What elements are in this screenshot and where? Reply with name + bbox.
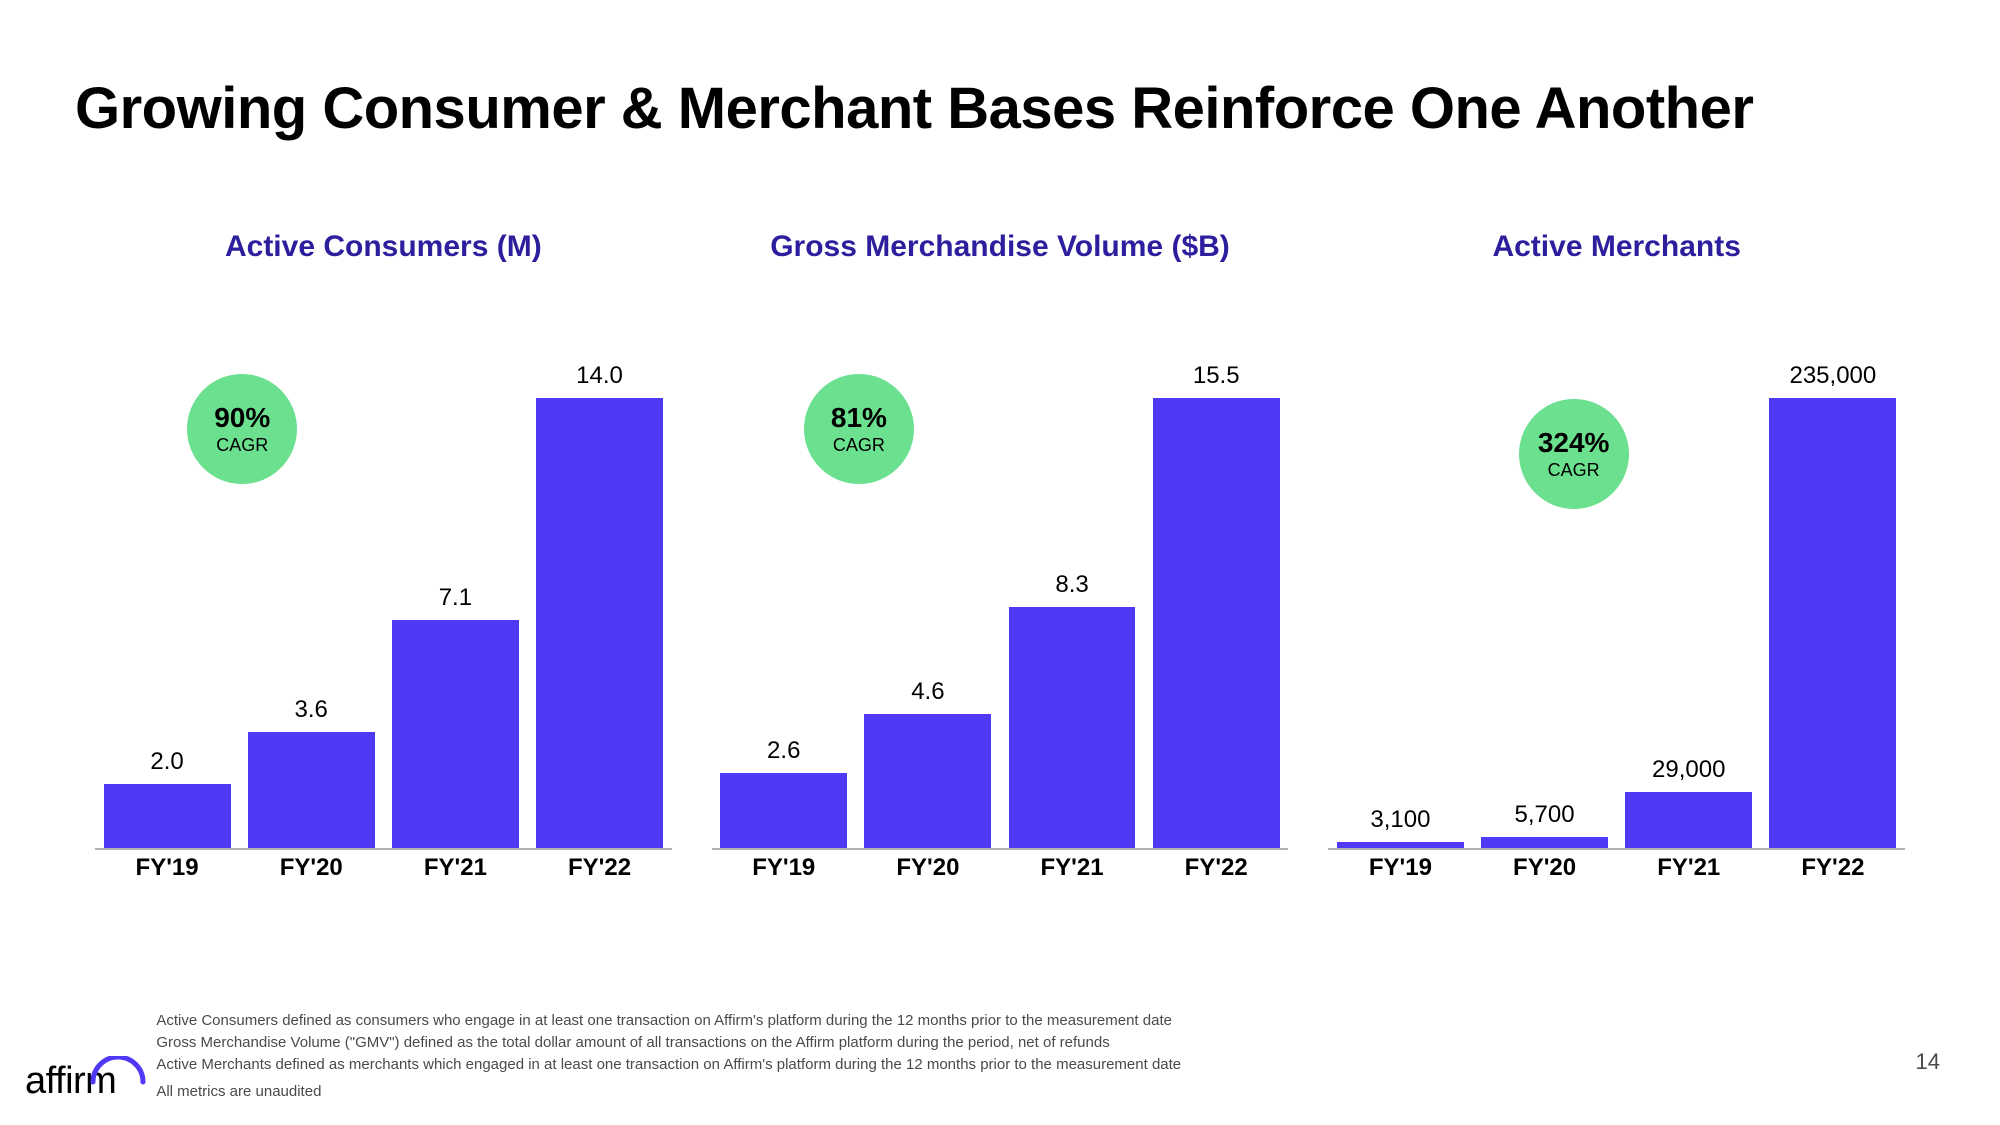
x-axis-label: FY'20 [1481, 854, 1608, 890]
x-axis-labels: FY'19 FY'20 FY'21 FY'22 [95, 854, 672, 890]
bar: 7.1 [392, 620, 519, 848]
bar-rect [1481, 837, 1608, 848]
charts-row: Active Consumers (M) 90% CAGR 2.03.67.11… [95, 230, 1905, 890]
footnote-line: Active Consumers defined as consumers wh… [156, 1010, 1181, 1032]
slide-title: Growing Consumer & Merchant Bases Reinfo… [75, 75, 1753, 142]
x-axis-label: FY'20 [248, 854, 375, 890]
chart-active-consumers: Active Consumers (M) 90% CAGR 2.03.67.11… [95, 230, 672, 890]
bar: 4.6 [864, 714, 991, 848]
bar-rect [864, 714, 991, 848]
bar-value-label: 8.3 [992, 571, 1152, 599]
page-number: 14 [1916, 1049, 1940, 1075]
bar: 2.0 [104, 784, 231, 848]
logo-arc-icon [89, 1056, 147, 1086]
bar-rect [720, 773, 847, 848]
bar: 15.5 [1153, 398, 1280, 848]
slide: Growing Consumer & Merchant Bases Reinfo… [0, 0, 2000, 1125]
bar-rect [104, 784, 231, 848]
chart-plot: 90% CAGR 2.03.67.114.0 FY'19FY'20FY'21FY… [95, 304, 672, 890]
x-axis-label: FY'22 [1153, 854, 1280, 890]
baseline [712, 848, 1289, 850]
bar-rect [1625, 792, 1752, 848]
x-axis-label: FY'20 [864, 854, 991, 890]
x-axis-label: FY'19 [720, 854, 847, 890]
bar-value-label: 3,100 [1320, 806, 1480, 834]
footnote-line: Active Merchants defined as merchants wh… [156, 1054, 1181, 1076]
x-axis-label: FY'21 [1625, 854, 1752, 890]
bar-value-label: 2.6 [704, 737, 864, 765]
bar: 3.6 [248, 732, 375, 848]
bar: 14.0 [536, 398, 663, 848]
bar-value-label: 3.6 [231, 696, 391, 724]
bar-rect [248, 732, 375, 848]
bar: 2.6 [720, 773, 847, 848]
bar-value-label: 235,000 [1753, 362, 1913, 390]
bar: 29,000 [1625, 792, 1752, 848]
chart-title: Active Consumers (M) [95, 230, 672, 264]
chart-plot: 324% CAGR 3,1005,70029,000235,000 FY'19F… [1328, 304, 1905, 890]
baseline [1328, 848, 1905, 850]
bar: 235,000 [1769, 398, 1896, 848]
x-axis-label: FY'21 [1009, 854, 1136, 890]
bar-value-label: 2.0 [87, 748, 247, 776]
x-axis-label: FY'19 [1337, 854, 1464, 890]
footnote-line: Gross Merchandise Volume ("GMV") defined… [156, 1032, 1181, 1054]
footnotes: Active Consumers defined as consumers wh… [156, 1010, 1181, 1103]
bar-value-label: 5,700 [1465, 801, 1625, 829]
chart-plot: 81% CAGR 2.64.68.315.5 FY'19FY'20FY'21FY… [712, 304, 1289, 890]
chart-gmv: Gross Merchandise Volume ($B) 81% CAGR 2… [712, 230, 1289, 890]
bar-value-label: 14.0 [520, 362, 680, 390]
x-axis-label: FY'19 [104, 854, 231, 890]
bars-container: 2.64.68.315.5 [712, 304, 1289, 848]
chart-active-merchants: Active Merchants 324% CAGR 3,1005,70029,… [1328, 230, 1905, 890]
bars-container: 3,1005,70029,000235,000 [1328, 304, 1905, 848]
bar-value-label: 15.5 [1136, 362, 1296, 390]
x-axis-labels: FY'19 FY'20 FY'21 FY'22 [712, 854, 1289, 890]
bar-rect [1153, 398, 1280, 848]
baseline [95, 848, 672, 850]
bar-value-label: 29,000 [1609, 756, 1769, 784]
bar: 5,700 [1481, 837, 1608, 848]
chart-title: Gross Merchandise Volume ($B) [712, 230, 1289, 264]
bar-rect [536, 398, 663, 848]
bar-rect [1009, 607, 1136, 848]
footer: affirm Active Consumers defined as consu… [25, 1010, 1940, 1103]
bar-rect [1769, 398, 1896, 848]
x-axis-label: FY'21 [392, 854, 519, 890]
affirm-logo: affirm [25, 1060, 116, 1103]
bar-rect [392, 620, 519, 848]
chart-title: Active Merchants [1328, 230, 1905, 264]
x-axis-label: FY'22 [1769, 854, 1896, 890]
x-axis-labels: FY'19 FY'20 FY'21 FY'22 [1328, 854, 1905, 890]
footnote-line: All metrics are unaudited [156, 1081, 1181, 1103]
x-axis-label: FY'22 [536, 854, 663, 890]
bar-value-label: 7.1 [375, 584, 535, 612]
bar: 8.3 [1009, 607, 1136, 848]
bars-container: 2.03.67.114.0 [95, 304, 672, 848]
bar-value-label: 4.6 [848, 678, 1008, 706]
